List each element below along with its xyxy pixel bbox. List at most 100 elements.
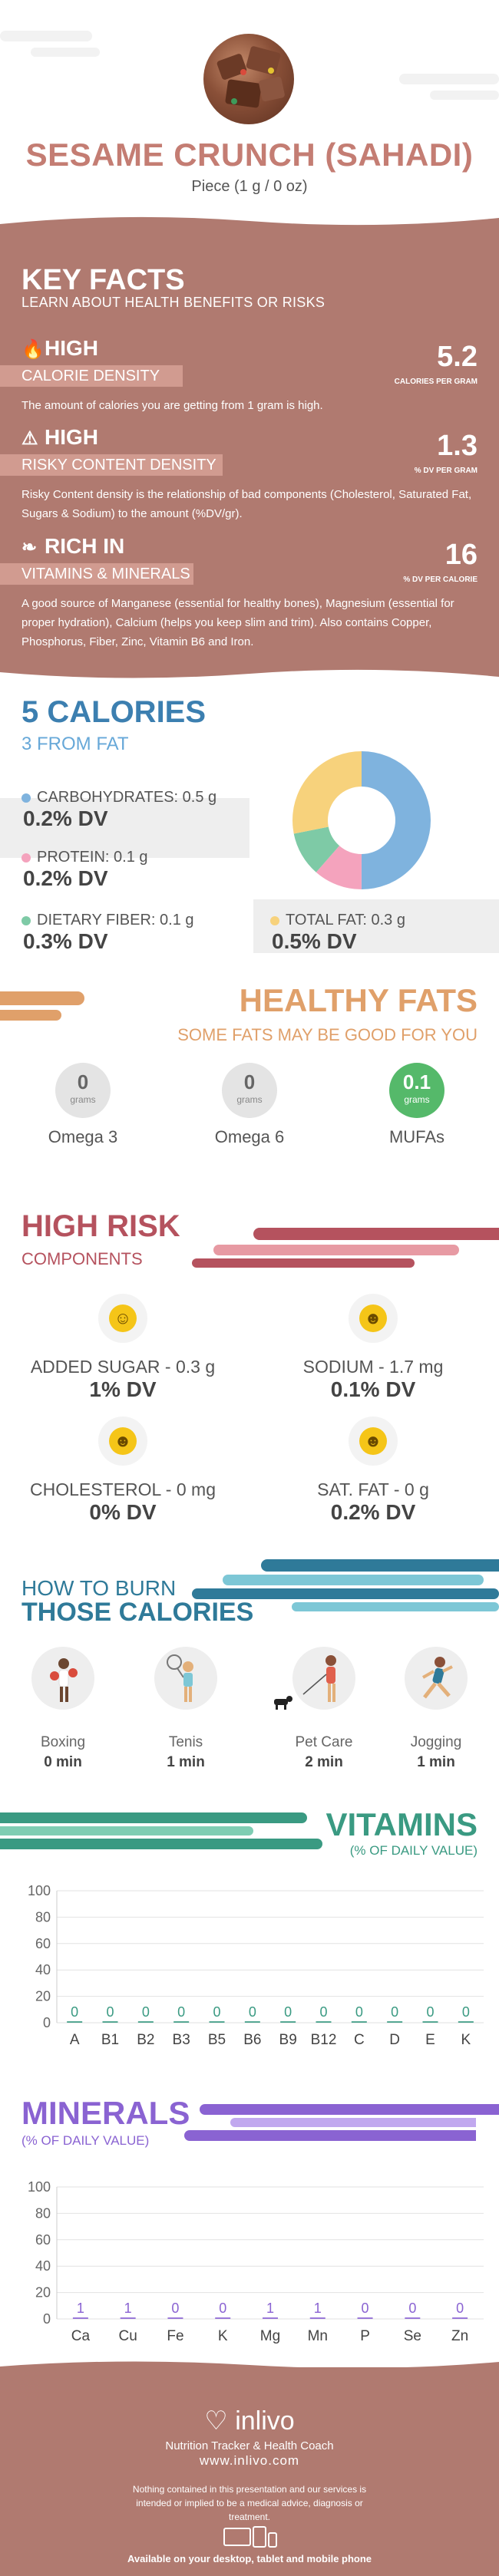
data-label: 0 — [213, 2004, 220, 2020]
footer-tagline: Nutrition Tracker & Health Coach — [165, 2439, 334, 2452]
data-label: 0 — [249, 2004, 256, 2020]
vitamin-bar — [173, 2021, 190, 2023]
risk-sat-fat: ☻ SAT. FAT - 0 g 0.2% DV — [266, 1417, 481, 1525]
vitamins-title: VITAMINS — [326, 1806, 478, 1842]
high-risk-title: HIGH RISK — [21, 1209, 180, 1243]
legend-dot — [21, 915, 31, 925]
grin-icon: ☻ — [109, 1427, 137, 1455]
vitamin-bar — [316, 2021, 332, 2023]
fat-name: Omega 6 — [214, 1127, 285, 1146]
healthy-fats-subtitle: SOME FATS MAY BE GOOD FOR YOU — [177, 1025, 478, 1044]
y-tick-label: 0 — [43, 2015, 51, 2030]
minerals-title: MINERALS — [21, 2095, 190, 2131]
fat-omega-3: 0 grams Omega 3 — [33, 1063, 133, 1147]
x-tick-label: Ca — [71, 2328, 91, 2344]
data-label: 0 — [219, 2301, 226, 2316]
macro-dv: 0.2% DV — [23, 806, 108, 830]
activity-minutes: 1 min — [167, 1754, 205, 1770]
activity-name: Pet Care — [295, 1734, 353, 1750]
y-tick-label: 60 — [35, 1936, 51, 1951]
calories-from-fat: 3 FROM FAT — [21, 734, 129, 754]
fact-level: HIGH — [45, 425, 98, 449]
data-label: 0 — [142, 2004, 150, 2020]
activity-jogging: Jogging 1 min — [394, 1647, 478, 1771]
vitamin-bar — [244, 2021, 260, 2023]
x-tick-label: Zn — [451, 2328, 468, 2344]
risk-label: CHOLESTEROL - 0 mg — [30, 1479, 216, 1499]
tennis-icon — [154, 1647, 217, 1710]
footer-availability: Available on your desktop, tablet and mo… — [127, 2553, 372, 2564]
footer-website-link[interactable]: www.inlivo.com — [199, 2453, 300, 2468]
risk-dv: 1% DV — [89, 1377, 157, 1401]
x-tick-label: K — [461, 2032, 471, 2048]
data-label: 0 — [408, 2301, 416, 2316]
data-label: 1 — [77, 2301, 84, 2316]
fat-mufas: 0.1 grams MUFAs — [367, 1063, 467, 1147]
x-tick-label: E — [425, 2032, 435, 2048]
deco-bar — [223, 1575, 484, 1585]
key-facts-section: KEY FACTS LEARN ABOUT HEALTH BENEFITS OR… — [0, 230, 499, 684]
wave-divider — [0, 216, 499, 233]
mineral-bar — [120, 2317, 136, 2319]
grin-icon: ☻ — [359, 1427, 387, 1455]
x-tick-label: B5 — [208, 2032, 226, 2048]
mineral-bar — [72, 2317, 88, 2319]
fat-value: 0 — [243, 1070, 256, 1093]
x-tick-label: A — [70, 2032, 80, 2048]
risk-dv: 0.1% DV — [330, 1377, 416, 1401]
vitamin-bar — [351, 2021, 367, 2023]
risk-cholesterol: ☻ CHOLESTEROL - 0 mg 0% DV — [15, 1417, 230, 1525]
fat-unit: grams — [404, 1094, 430, 1105]
data-label: 0 — [106, 2004, 114, 2020]
activity-tenis: Tenis 1 min — [144, 1647, 228, 1771]
risk-label: SAT. FAT - 0 g — [317, 1479, 429, 1499]
x-tick-label: B12 — [311, 2032, 337, 2048]
legend-dot — [21, 853, 31, 863]
grin-icon: ☻ — [359, 1304, 387, 1332]
fact-unit: % DV PER GRAM — [414, 467, 478, 475]
fact-unit: CALORIES PER GRAM — [394, 378, 478, 386]
deco-bar — [0, 1826, 253, 1836]
fact-description: A good source of Manganese (essential fo… — [21, 597, 454, 648]
x-tick-label: Cu — [119, 2328, 137, 2344]
legend-dot — [21, 793, 31, 803]
y-tick-label: 20 — [35, 2285, 51, 2301]
fact-level: RICH IN — [45, 534, 125, 558]
fact-label: VITAMINS & MINERALS — [0, 563, 193, 585]
vitamin-bar — [458, 2021, 474, 2023]
dog-walking-icon — [292, 1647, 355, 1710]
activity-pet-care: Pet Care 2 min — [274, 1647, 366, 1771]
x-tick-label: Se — [404, 2328, 421, 2344]
vitamin-bar — [422, 2021, 438, 2023]
mineral-bar — [167, 2317, 183, 2319]
burn-title-line1: HOW TO BURN — [21, 1576, 177, 1600]
risk-sodium: ☻ SODIUM - 1.7 mg 0.1% DV — [266, 1294, 481, 1402]
runner-icon — [405, 1647, 468, 1710]
macro-donut-chart — [292, 751, 431, 889]
deco-bar — [261, 1559, 499, 1572]
mineral-bar — [357, 2317, 373, 2319]
data-label: 1 — [124, 2301, 132, 2316]
y-tick-label: 40 — [35, 1962, 51, 1977]
footer: ♡ inlivo Nutrition Tracker & Health Coac… — [0, 2367, 499, 2576]
devices-icon — [223, 2526, 277, 2548]
risk-label: ADDED SUGAR - 0.3 g — [30, 1357, 216, 1377]
macro-label: PROTEIN: 0.1 g — [37, 849, 148, 866]
key-facts-title: KEY FACTS — [21, 264, 185, 296]
mineral-bar — [405, 2317, 421, 2319]
mineral-bar — [215, 2317, 231, 2319]
x-tick-label: B2 — [137, 2032, 154, 2048]
fact-label: CALORIE DENSITY — [0, 365, 183, 387]
x-tick-label: C — [354, 2032, 365, 2048]
x-tick-label: P — [360, 2328, 370, 2344]
y-tick-label: 60 — [35, 2232, 51, 2248]
vitamins-subtitle: (% OF DAILY VALUE) — [349, 1843, 478, 1858]
macro-carbohydrates: CARBOHYDRATES: 0.5 g 0.2% DV — [21, 789, 216, 831]
band — [0, 798, 250, 858]
macro-dv: 0.2% DV — [23, 866, 108, 890]
burn-title-line2: THOSE CALORIES — [21, 1598, 254, 1627]
y-tick-label: 100 — [28, 2179, 51, 2195]
x-tick-label: Mg — [260, 2328, 280, 2344]
y-tick-label: 0 — [43, 2311, 51, 2327]
